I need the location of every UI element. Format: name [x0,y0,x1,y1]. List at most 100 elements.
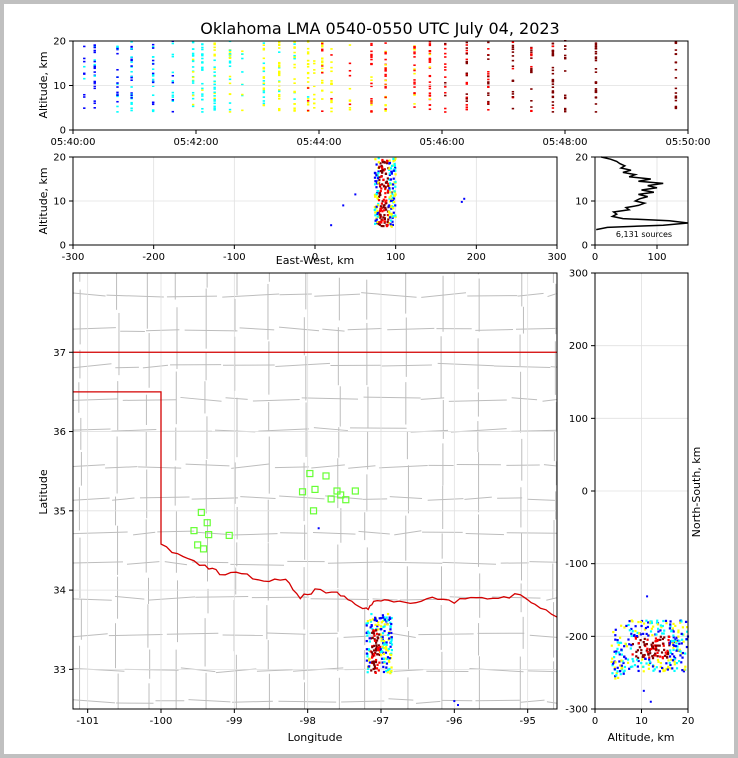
source-point [371,655,374,658]
source-point [677,659,681,663]
source-point [278,81,281,83]
source-point [130,61,133,63]
source-point [648,658,651,661]
source-point [365,648,368,651]
source-point [428,52,432,55]
source-point [383,161,386,164]
source-point [384,187,387,191]
source-point [391,216,394,219]
source-point [383,220,386,223]
source-point [390,213,393,216]
source-point [384,75,387,77]
source-point [657,638,660,641]
source-point [487,103,490,105]
altitude-ns-xtick-label: 0 [592,716,598,727]
source-point [380,187,383,190]
county-line [383,561,443,564]
source-point [93,85,96,87]
source-point [381,632,385,635]
source-point [623,655,626,658]
source-point [201,61,204,63]
source-point [658,670,661,673]
county-line [313,427,348,432]
source-point [551,42,555,45]
ew-altitude-xlabel: East-West, km [276,254,354,267]
source-point [371,631,374,634]
source-point [511,93,515,95]
source-point [93,44,96,46]
source-point [530,67,533,70]
county-line [388,632,416,638]
source-point [651,646,655,650]
county-line [442,561,497,565]
altitude-histogram-xtick-label: 100 [647,252,666,263]
county-line [348,465,376,469]
source-point [659,635,662,638]
source-point [394,166,397,170]
source-point [93,59,96,61]
source-point [665,667,668,671]
source-point [151,110,155,113]
source-point [130,92,133,94]
source-point [649,652,652,655]
source-point [388,221,391,225]
source-point [191,54,195,56]
source-point [666,649,669,652]
lma-station-marker [342,496,350,504]
source-point [379,625,383,628]
source-point [130,93,133,96]
source-point [674,53,678,55]
source-point [390,636,393,639]
source-point [366,621,369,625]
source-point [313,107,316,109]
source-point [382,625,385,629]
source-point [551,69,555,72]
source-point [621,660,624,663]
source-point [676,645,679,648]
source-point [116,52,119,55]
source-point [413,68,416,70]
source-point [151,63,155,65]
source-point [213,71,216,73]
source-point [511,41,515,44]
source-point [379,209,383,212]
source-point [487,85,490,88]
altitude-ns-ytick-label: 300 [569,269,588,280]
source-point [378,661,381,664]
source-point [306,47,310,50]
source-point [681,656,684,659]
county-line [191,497,239,500]
source-point [487,100,490,103]
county-line [222,293,280,298]
source-point [376,173,379,176]
source-point [116,95,119,98]
source-point [93,63,96,66]
county-line [266,632,306,635]
altitude-ns-ytick-label: 0 [582,487,588,498]
source-point [650,647,653,651]
source-point [278,90,281,93]
source-point [634,637,637,640]
source-point [413,47,416,50]
source-point [385,648,388,651]
source-point [444,43,447,46]
source-point [657,630,660,633]
source-point [511,59,515,62]
source-point [93,67,96,70]
plan-view-xtick-label: -98 [299,716,315,727]
source-point [390,172,393,175]
ew-altitude-grid [72,156,558,246]
altitude-ns-sources [610,595,690,703]
source-point [648,656,651,659]
source-point [384,200,387,203]
source-point [644,626,648,630]
county-line [358,530,390,535]
county-line [133,531,156,536]
source-point [391,196,394,199]
source-point [594,71,598,73]
source-point [636,665,639,668]
source-point [674,49,678,51]
source-point [669,663,672,667]
source-point [262,90,266,92]
source-point [652,625,655,628]
